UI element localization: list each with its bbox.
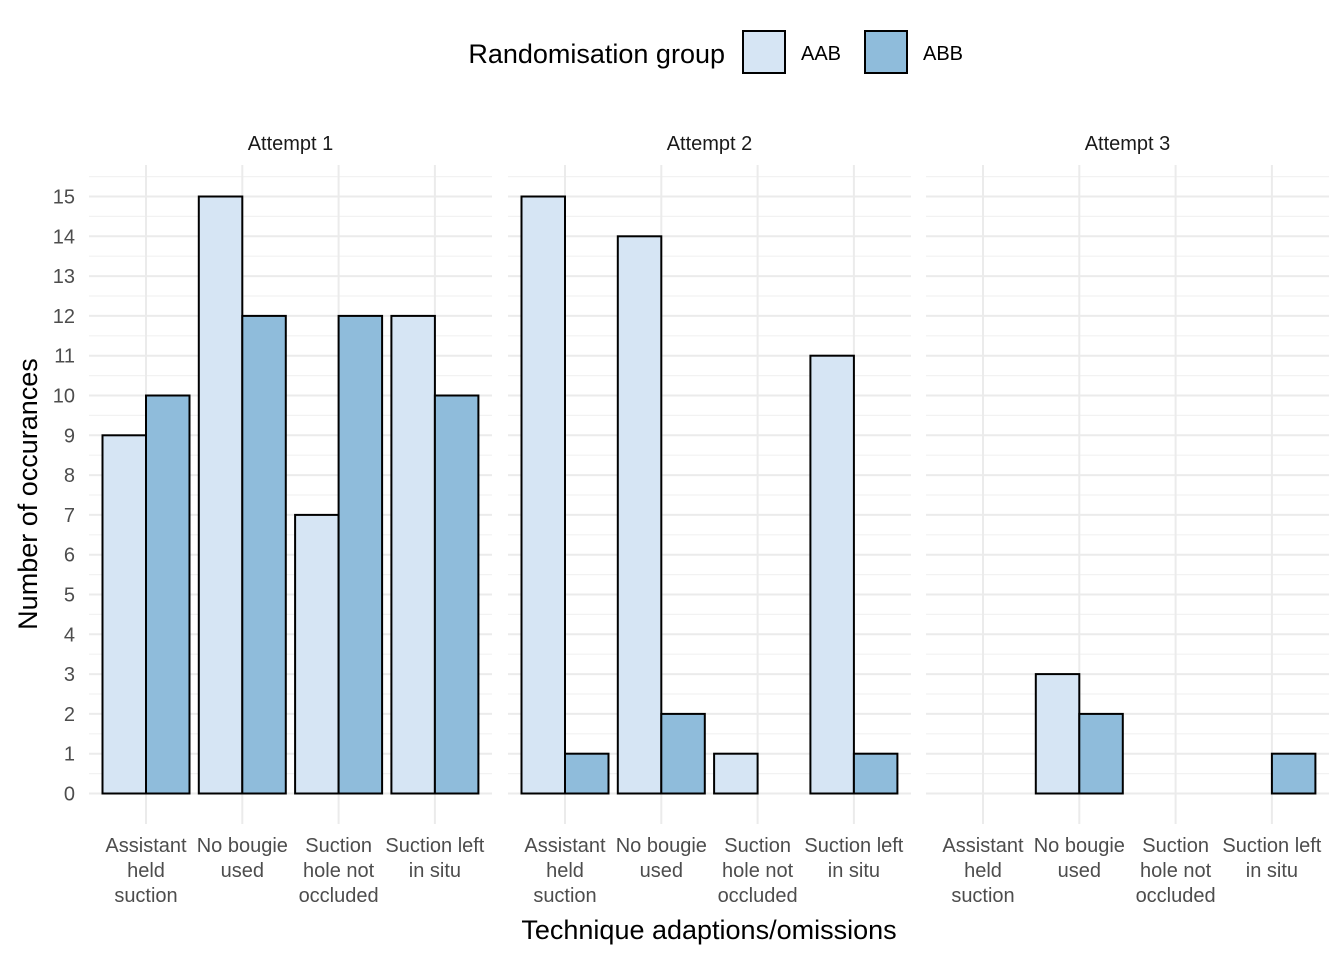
legend-label-aab: AAB <box>801 43 841 65</box>
x-tick-label: Assistant held suction <box>942 835 1024 907</box>
bar-aab <box>197 195 244 795</box>
x-tick-label: Suction hole not occluded <box>299 835 379 907</box>
y-tick-label: 0 <box>64 784 75 806</box>
y-axis-title: Number of occurances <box>13 358 43 630</box>
y-tick-label: 13 <box>53 266 75 288</box>
y-tick-label: 4 <box>64 624 75 646</box>
y-tick-label: 15 <box>53 187 75 209</box>
x-tick-label: No bougie used <box>1034 835 1125 882</box>
bar-abb <box>660 712 706 795</box>
legend-swatch-aab <box>742 30 786 74</box>
bar-aab <box>713 752 759 795</box>
y-tick-label: 9 <box>64 425 75 447</box>
bar-abb <box>337 314 384 795</box>
bar-aab <box>520 195 566 795</box>
bar-aab <box>101 434 147 795</box>
y-tick-label: 2 <box>64 704 75 726</box>
x-tick-label: Suction left in situ <box>804 835 903 882</box>
y-tick-label: 1 <box>64 744 75 766</box>
y-tick-label: 10 <box>53 386 75 408</box>
bar-abb <box>852 752 899 795</box>
bar-abb <box>564 752 610 795</box>
x-tick-label: Suction hole not occluded <box>1136 835 1216 907</box>
y-tick-label: 11 <box>54 346 75 368</box>
y-tick-label: 8 <box>64 465 75 487</box>
legend-swatch-abb <box>864 30 908 74</box>
y-tick-label: 6 <box>64 545 75 567</box>
y-tick-label: 3 <box>64 664 75 686</box>
facet-title: Attempt 2 <box>667 133 753 155</box>
legend-title: Randomisation group <box>468 39 725 69</box>
bar-aab <box>294 513 340 795</box>
x-axis-title: Technique adaptions/omissions <box>521 915 896 945</box>
bar-abb <box>433 394 480 795</box>
x-tick-label: Suction left in situ <box>1222 835 1321 882</box>
bar-aab <box>390 314 436 795</box>
y-tick-label: 7 <box>64 505 75 527</box>
y-tick-label: 12 <box>53 306 75 328</box>
x-tick-label: Suction hole not occluded <box>718 835 798 907</box>
bar-abb <box>1078 712 1124 795</box>
x-tick-label: No bougie used <box>616 835 707 882</box>
bar-aab <box>1034 673 1081 795</box>
facet-title: Attempt 1 <box>248 133 334 155</box>
y-tick-label: 5 <box>64 585 75 607</box>
legend-label-abb: ABB <box>923 43 963 65</box>
x-tick-label: Assistant held suction <box>105 835 187 907</box>
y-tick-label: 14 <box>53 226 75 248</box>
bar-abb <box>1270 752 1317 795</box>
x-tick-label: No bougie used <box>197 835 288 882</box>
x-tick-label: Suction left in situ <box>385 835 484 882</box>
bar-aab <box>809 354 855 795</box>
legend: Randomisation group AAB ABB <box>468 30 963 74</box>
facet-title: Attempt 3 <box>1085 133 1171 155</box>
bar-aab <box>616 235 663 795</box>
x-tick-label: Assistant held suction <box>524 835 606 907</box>
bar-abb <box>241 314 287 795</box>
bar-abb <box>145 394 191 795</box>
